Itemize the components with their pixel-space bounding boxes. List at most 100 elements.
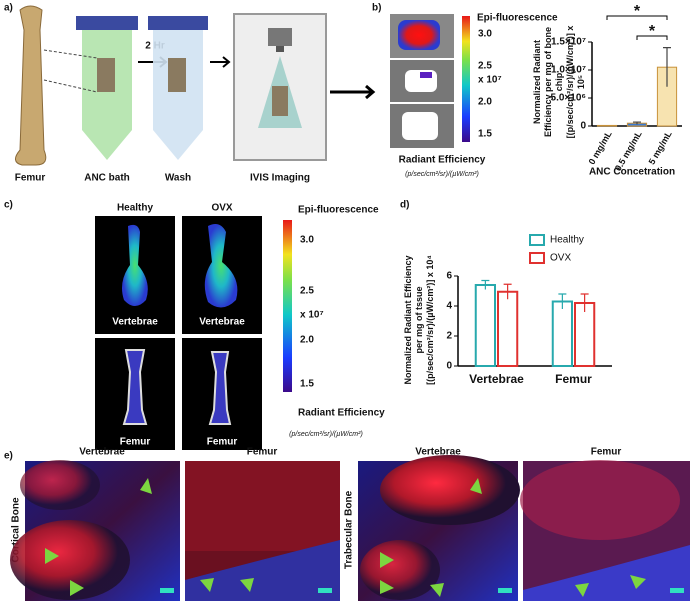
colorbar-tick-label: 1.5 (300, 379, 314, 390)
stain (10, 520, 130, 600)
signal (398, 20, 440, 50)
bar (474, 284, 496, 367)
error-bar (633, 121, 641, 125)
y-tick-label: 4 (446, 301, 452, 312)
panel-label: b) (372, 3, 381, 14)
x-tick-label: 0 mg/mL (587, 129, 614, 166)
column-label: Healthy (117, 203, 154, 214)
camera (268, 28, 292, 46)
legend-swatch (529, 234, 545, 246)
cap (76, 16, 138, 30)
error-bar (503, 283, 512, 300)
y-tick-label: 0 (580, 121, 586, 132)
column-label: Femur (591, 447, 622, 458)
x-tick-label: Femur (555, 372, 592, 386)
tube (153, 30, 203, 160)
panel-c: c) Healthy OVX Vertebrae Vertebrae Femur… (4, 200, 385, 450)
femur-icon (15, 5, 47, 166)
label: Femur (15, 173, 46, 184)
panel-label: e) (4, 451, 13, 462)
y-tick-label: 1.5×10⁷ (551, 37, 586, 48)
row-label: Cortical Bone (11, 497, 22, 562)
panel-label: a) (4, 3, 13, 14)
chart: 0 2 4 6 Normalized Radiant Efficiencyper mg … (403, 234, 612, 386)
colorbar (462, 16, 470, 142)
stain (20, 460, 100, 510)
chip (402, 112, 438, 140)
error-bar (580, 293, 589, 312)
bracket (606, 15, 668, 20)
signal (122, 349, 148, 425)
row-label: Trabecular Bone (344, 490, 355, 569)
guide (43, 49, 98, 59)
guide (43, 79, 98, 93)
x-axis-label: ANC Concetration (589, 167, 675, 178)
colorbar-tick-label: 2.5 (300, 286, 314, 297)
row-label: Femur (120, 437, 151, 448)
arrowheads (45, 478, 646, 597)
signal (208, 351, 232, 425)
row-label: Femur (207, 437, 238, 448)
panel-a: a) Femur ANC bath 2 Hr Wash IVIS Imaging (4, 3, 376, 184)
tube (82, 30, 132, 160)
colorbar-tick-label: 1.5 (478, 129, 492, 140)
colorbar-label: Radiant Efficiency (399, 155, 486, 166)
colorbar-units: (p/sec/cm²/sr)/(µW/cm²) (405, 171, 479, 178)
stain (523, 545, 690, 601)
bracket (636, 35, 668, 40)
column-label: Vertebrae (415, 447, 461, 458)
arrow (210, 56, 231, 68)
colorbar-label: Radiant Efficiency (298, 408, 385, 419)
panel-b: b) Epi-fluorescence 3.0 2.5 x 10⁷ 2.0 1.5 Ra… (372, 3, 558, 178)
panel-e: e) Vertebrae Femur Vertebrae Femur Corti… (4, 447, 690, 601)
stain (185, 540, 340, 601)
scale-bar (160, 588, 174, 593)
scale-bar (318, 588, 332, 593)
colorbar (283, 220, 292, 392)
label: IVIS Imaging (250, 173, 310, 184)
column-label: Femur (247, 447, 278, 458)
scale-bar (670, 588, 684, 593)
colorbar-tick-label: x 10⁷ (300, 310, 324, 321)
error-bar (663, 47, 671, 87)
colorbar-tick-label: 3.0 (478, 29, 492, 40)
row-label: Vertebrae (199, 317, 245, 328)
significance: * (634, 3, 641, 20)
stain (520, 460, 680, 540)
error-bar (558, 293, 567, 309)
colorbar-tick-label: 2.5 (478, 61, 492, 72)
x-tick-label: 5 mg/mL (647, 129, 674, 166)
y-axis-label: Normalized RadiantEfficiency per mg of b… (532, 26, 586, 139)
legend-label: OVX (550, 253, 571, 264)
y-tick-label: 6 (446, 271, 452, 282)
camera (276, 46, 284, 52)
panel-label: d) (400, 200, 409, 211)
stain (360, 540, 440, 600)
colorbar-tick-label: 2.0 (478, 97, 492, 108)
bar (596, 124, 618, 127)
y-axis-label: Normalized Radiant Efficiencyper mg of t… (403, 255, 435, 385)
label: Wash (165, 173, 191, 184)
panel-label: c) (4, 200, 13, 211)
column-label: OVX (211, 203, 232, 214)
micrographs (10, 455, 690, 601)
bar (574, 302, 596, 367)
stain (380, 455, 520, 525)
significance: * (649, 23, 656, 40)
chip (168, 58, 186, 92)
chip (272, 86, 288, 116)
colorbar-tick-label: 3.0 (300, 235, 314, 246)
row-label: Vertebrae (112, 317, 158, 328)
y-tick-label: 5.0×10⁶ (551, 93, 586, 104)
stain (185, 461, 340, 551)
error-bar (481, 279, 490, 290)
bar (497, 290, 519, 367)
colorbar-title: Epi-fluorescence (298, 205, 379, 216)
bar (551, 300, 573, 367)
chip (97, 58, 115, 92)
colorbar-tick-label: x 10⁷ (478, 75, 502, 86)
colorbar-title: Epi-fluorescence (477, 13, 558, 24)
legend-swatch (529, 252, 545, 264)
